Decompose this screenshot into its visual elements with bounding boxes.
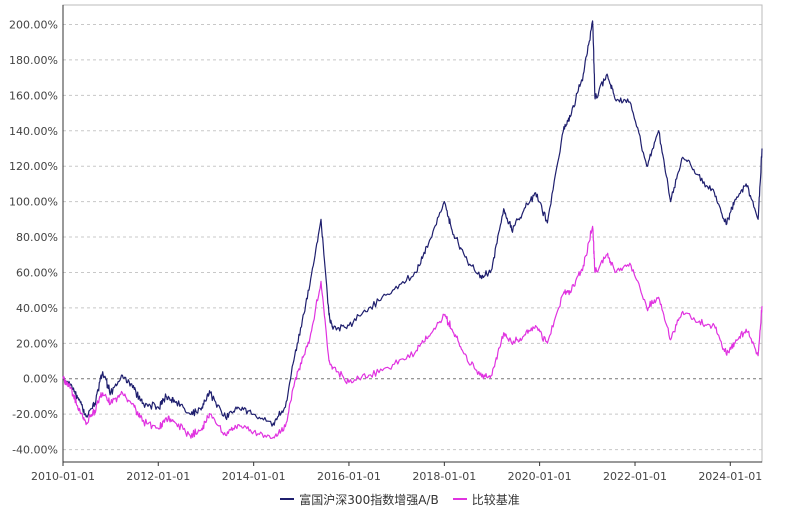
y-tick-label: 80.00%: [16, 231, 58, 244]
legend-item-fund[interactable]: 富国沪深300指数增强A/B: [280, 491, 439, 508]
y-tick-label: 160.00%: [9, 89, 58, 102]
plot-frame: [62, 4, 763, 463]
y-tick-label: 0.00%: [23, 373, 58, 386]
x-tick-label: 2024-01-01: [698, 470, 762, 483]
x-tick-label: 2010-01-01: [31, 470, 95, 483]
y-tick-label: -20.00%: [12, 408, 58, 421]
y-tick-label: 20.00%: [16, 337, 58, 350]
y-tick-label: 60.00%: [16, 266, 58, 279]
legend-swatch-fund: [280, 498, 295, 500]
axes: [62, 4, 763, 466]
y-tick-label: 120.00%: [9, 160, 58, 173]
y-tick-label: 200.00%: [9, 18, 58, 31]
x-tick-label: 2018-01-01: [412, 470, 476, 483]
legend-item-benchmark[interactable]: 比较基准: [452, 491, 520, 508]
y-tick-label: 180.00%: [9, 54, 58, 67]
y-tick-label: 40.00%: [16, 302, 58, 315]
y-tick-label: 140.00%: [9, 125, 58, 138]
x-tick-label: 2020-01-01: [508, 470, 572, 483]
x-tick-label: 2014-01-01: [222, 470, 286, 483]
x-tick-label: 2012-01-01: [126, 470, 190, 483]
series-lines: [62, 20, 763, 439]
legend-label-fund: 富国沪深300指数增强A/B: [299, 492, 439, 507]
x-tick-label: 2022-01-01: [603, 470, 667, 483]
tick-labels: 200.00% 180.00% 160.00% 140.00% 120.00% 100.0…: [9, 18, 762, 483]
gridlines: [63, 23, 762, 451]
y-tick-label: -40.00%: [12, 444, 58, 457]
series-line-fund: [62, 20, 763, 427]
line-chart: 200.00% 180.00% 160.00% 140.00% 120.00% 100.0…: [9, 4, 763, 483]
legend-label-benchmark: 比较基准: [471, 492, 520, 507]
legend: 富国沪深300指数增强A/B 比较基准: [0, 488, 800, 510]
series-line-benchmark: [62, 225, 763, 439]
y-tick-label: 100.00%: [9, 196, 58, 209]
x-tick-label: 2016-01-01: [317, 470, 381, 483]
legend-swatch-benchmark: [452, 498, 467, 500]
